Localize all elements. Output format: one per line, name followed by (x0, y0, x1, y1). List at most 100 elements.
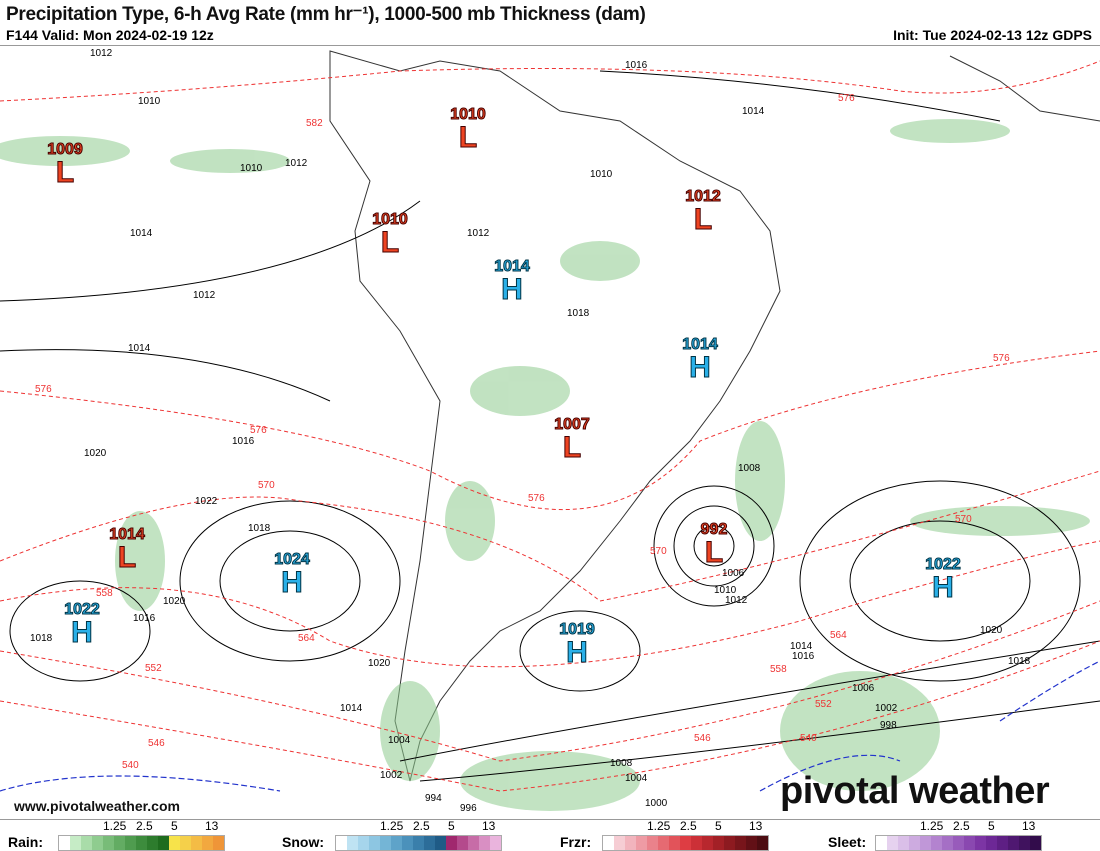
legend-swatch (1019, 836, 1030, 850)
legend-swatch (669, 836, 680, 850)
legend-swatch (691, 836, 702, 850)
legend-swatch (647, 836, 658, 850)
isobar-label: 1012 (193, 290, 216, 301)
legend-tick: 5 (171, 819, 178, 833)
low-pressure-marker: L (118, 541, 136, 574)
legend-tick: 13 (1022, 819, 1036, 833)
low-pressure-marker: L (381, 226, 399, 259)
legend-swatch (202, 836, 213, 850)
low-pressure-marker: L (459, 121, 477, 154)
isobar-label: 998 (880, 720, 897, 731)
legend-swatch (347, 836, 358, 850)
isobar-label: 1004 (388, 735, 411, 746)
weather-map[interactable]: 1012101610101010101410121010101410121012… (0, 45, 1100, 820)
isobar-label: 1012 (90, 48, 113, 59)
isobar-label: 1006 (722, 568, 745, 579)
thickness-label: 576 (35, 384, 52, 395)
legend-tick: 2.5 (136, 819, 153, 833)
legend-swatch (898, 836, 909, 850)
thickness-label: 576 (838, 93, 855, 104)
isobar-label: 1010 (714, 585, 737, 596)
thickness-label: 564 (830, 630, 847, 641)
legend-swatch (81, 836, 92, 850)
legend-swatch (942, 836, 953, 850)
isobar-labels: 1012101610101010101410121010101410121012… (30, 48, 1031, 814)
legend-snow: Snow: 1.25 2.5 5 13 (282, 818, 552, 851)
isobar-label: 1004 (625, 773, 648, 784)
pivotal-weather-logo: pivotal weather (780, 770, 1050, 812)
thickness-label: 576 (993, 353, 1010, 364)
legend-swatch (964, 836, 975, 850)
high-pressure-marker: H (71, 616, 93, 649)
isobar-label: 1018 (30, 633, 53, 644)
legend-swatch (136, 836, 147, 850)
credit-url[interactable]: www.pivotalweather.com (14, 798, 180, 814)
pressure-center-value: 992 (701, 521, 728, 538)
isobar-label: 1020 (368, 658, 391, 669)
isobar-label: 1016 (792, 651, 815, 662)
legend-sleet: Sleet: 1.25 2.5 5 13 (828, 818, 1098, 851)
thickness-label: 570 (650, 546, 667, 557)
thickness-lines (0, 60, 1100, 792)
precip-areas (0, 119, 1090, 811)
isobar-label: 1002 (380, 770, 403, 781)
low-pressure-marker: L (563, 431, 581, 464)
legend-swatch (158, 836, 169, 850)
legend-swatch (169, 836, 180, 850)
legend-swatch (180, 836, 191, 850)
legend-swatch (191, 836, 202, 850)
high-pressure-marker: H (689, 351, 711, 384)
legend-swatch (92, 836, 103, 850)
thickness-label: 552 (145, 663, 162, 674)
pressure-center-value: 1022 (925, 556, 961, 573)
legend-swatch (887, 836, 898, 850)
legend-swatch (636, 836, 647, 850)
pressure-center-value: 1009 (47, 141, 83, 158)
isobar-label: 1014 (130, 228, 153, 239)
legend-swatch (680, 836, 691, 850)
thickness-labels: 582 576 576 576 570 564 558 552 546 540 576 570 564 5… (35, 93, 1010, 771)
isobars (0, 70, 1100, 782)
isobar-label: 1018 (1008, 656, 1031, 667)
pressure-center-value: 1010 (372, 211, 408, 228)
legend-swatch (336, 836, 347, 850)
legend-swatch (435, 836, 446, 850)
init-time: Init: Tue 2024-02-13 12z GDPS (893, 27, 1092, 43)
isobar-label: 1014 (790, 641, 813, 652)
isobar-label: 1016 (133, 613, 156, 624)
low-pressure-marker: L (705, 536, 723, 569)
legend-label: Sleet: (828, 834, 867, 850)
legend-swatch (953, 836, 964, 850)
legend-swatch (702, 836, 713, 850)
isobar-label: 1012 (725, 595, 748, 606)
pressure-center-value: 1024 (274, 551, 310, 568)
legend-tick: 13 (749, 819, 763, 833)
thickness-label: 570 (955, 514, 972, 525)
high-pressure-marker: H (501, 273, 523, 306)
low-pressure-marker: L (694, 203, 712, 236)
legend-swatch (369, 836, 380, 850)
isobar-label: 1010 (138, 96, 161, 107)
legend-swatch (358, 836, 369, 850)
isobar-label: 1008 (738, 463, 761, 474)
isobar-label: 1020 (980, 625, 1003, 636)
legend-swatch (1008, 836, 1019, 850)
legend-swatch (603, 836, 614, 850)
legend-swatch (909, 836, 920, 850)
pressure-center-value: 1007 (554, 416, 590, 433)
legend-colorbar (875, 835, 1042, 851)
isobar-label: 1014 (340, 703, 363, 714)
pressure-center-value: 1014 (682, 336, 718, 353)
isobar-label: 1016 (232, 436, 255, 447)
legend-swatch (213, 836, 224, 850)
legend-swatch (479, 836, 490, 850)
legend-swatch (391, 836, 402, 850)
legend-tick: 13 (482, 819, 496, 833)
thickness-label: 564 (298, 633, 315, 644)
isobar-label: 1008 (610, 758, 633, 769)
legend-swatch (724, 836, 735, 850)
legend-swatch (402, 836, 413, 850)
legend-colorbar (58, 835, 225, 851)
legend-swatch (125, 836, 136, 850)
legend-swatch (457, 836, 468, 850)
